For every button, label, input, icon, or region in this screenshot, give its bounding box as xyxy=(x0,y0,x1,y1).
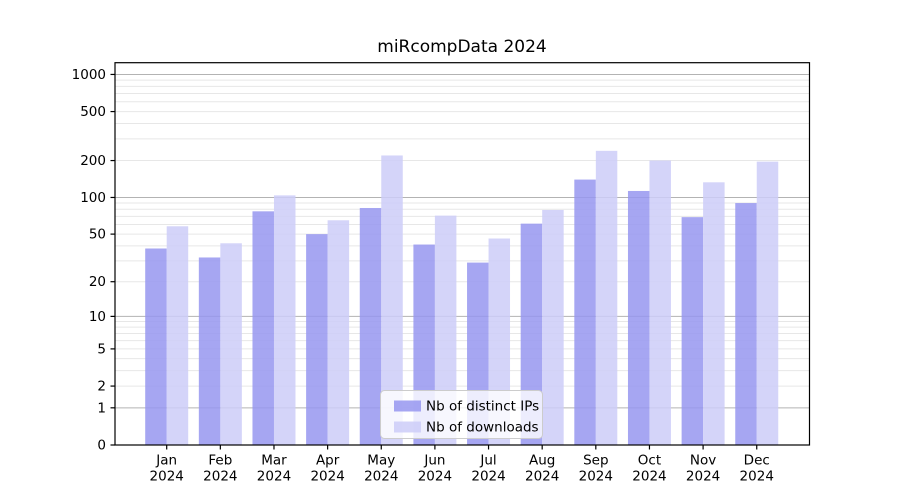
y-tick-label: 5 xyxy=(97,341,106,357)
bar-may-downloads xyxy=(381,155,403,445)
x-tick-label-month: Jun xyxy=(423,453,445,469)
bar-jan-distinct-ips xyxy=(145,248,167,445)
bar-mar-distinct-ips xyxy=(252,211,274,445)
bar-sep-distinct-ips xyxy=(574,179,596,445)
y-tick-label: 2 xyxy=(97,379,106,395)
x-tick-label-year: 2024 xyxy=(150,469,184,485)
x-tick-label-month: Mar xyxy=(261,453,287,469)
x-tick-label-year: 2024 xyxy=(203,469,237,485)
bar-oct-downloads xyxy=(649,160,671,445)
legend: Nb of distinct IPs Nb of downloads xyxy=(380,390,543,439)
y-tick-label: 10 xyxy=(89,309,106,325)
y-tick-label: 1 xyxy=(97,400,106,416)
x-tick-label-year: 2024 xyxy=(418,469,452,485)
plot-border xyxy=(114,62,811,446)
y-tick-label: 50 xyxy=(89,227,106,243)
bar-feb-distinct-ips xyxy=(198,257,221,445)
x-tick-label-month: Oct xyxy=(638,453,661,469)
bars xyxy=(145,150,779,445)
x-tick-label-month: Nov xyxy=(690,453,716,469)
legend-swatch-distinct-ips xyxy=(394,400,421,412)
bar-dec-distinct-ips xyxy=(735,203,757,445)
x-tick-label-year: 2024 xyxy=(740,469,774,485)
x-tick-label-year: 2024 xyxy=(471,469,505,485)
y-tick-label: 1000 xyxy=(72,67,106,83)
y-tick-label: 100 xyxy=(80,190,106,206)
x-tick-label-year: 2024 xyxy=(310,469,344,485)
bar-aug-distinct-ips xyxy=(520,223,543,445)
legend-label-distinct-ips: Nb of distinct IPs xyxy=(426,399,539,415)
axes: 01251020501002005001000Jan2024Feb2024Mar… xyxy=(72,67,774,485)
x-tick-label-month: Jan xyxy=(155,453,177,469)
x-tick-label-year: 2024 xyxy=(257,469,291,485)
bar-sep-downloads xyxy=(595,150,618,445)
x-tick-label-month: May xyxy=(367,453,395,469)
x-tick-label-year: 2024 xyxy=(686,469,720,485)
bar-feb-downloads xyxy=(220,243,242,445)
x-tick-label-month: Jul xyxy=(479,453,496,469)
y-tick-label: 20 xyxy=(89,274,106,290)
x-tick-label-year: 2024 xyxy=(525,469,559,485)
bar-dec-downloads xyxy=(756,161,779,445)
bar-apr-distinct-ips xyxy=(306,234,328,445)
x-tick-label-year: 2024 xyxy=(579,469,613,485)
bar-apr-downloads xyxy=(327,220,350,445)
x-tick-label-month: Sep xyxy=(583,453,608,469)
y-tick-label: 200 xyxy=(80,153,106,169)
legend-swatch-downloads xyxy=(394,421,421,433)
bar-oct-distinct-ips xyxy=(627,190,650,445)
bar-aug-downloads xyxy=(542,209,564,445)
legend-label-downloads: Nb of downloads xyxy=(426,420,539,436)
bar-nov-distinct-ips xyxy=(681,217,704,445)
x-tick-label-month: Dec xyxy=(744,453,770,469)
bar-jun-downloads xyxy=(434,215,457,445)
x-tick-label-month: Feb xyxy=(208,453,232,469)
y-tick-label: 0 xyxy=(97,438,106,454)
x-tick-label-year: 2024 xyxy=(632,469,666,485)
x-tick-label-month: Apr xyxy=(316,453,340,469)
y-tick-label: 500 xyxy=(80,104,106,120)
bar-nov-downloads xyxy=(703,182,725,445)
bar-may-distinct-ips xyxy=(359,207,382,445)
chart-title: miRcompData 2024 xyxy=(377,37,546,57)
x-tick-label-month: Aug xyxy=(529,453,555,469)
bar-mar-downloads xyxy=(273,195,296,445)
x-tick-label-year: 2024 xyxy=(364,469,398,485)
bar-jan-downloads xyxy=(166,226,189,445)
